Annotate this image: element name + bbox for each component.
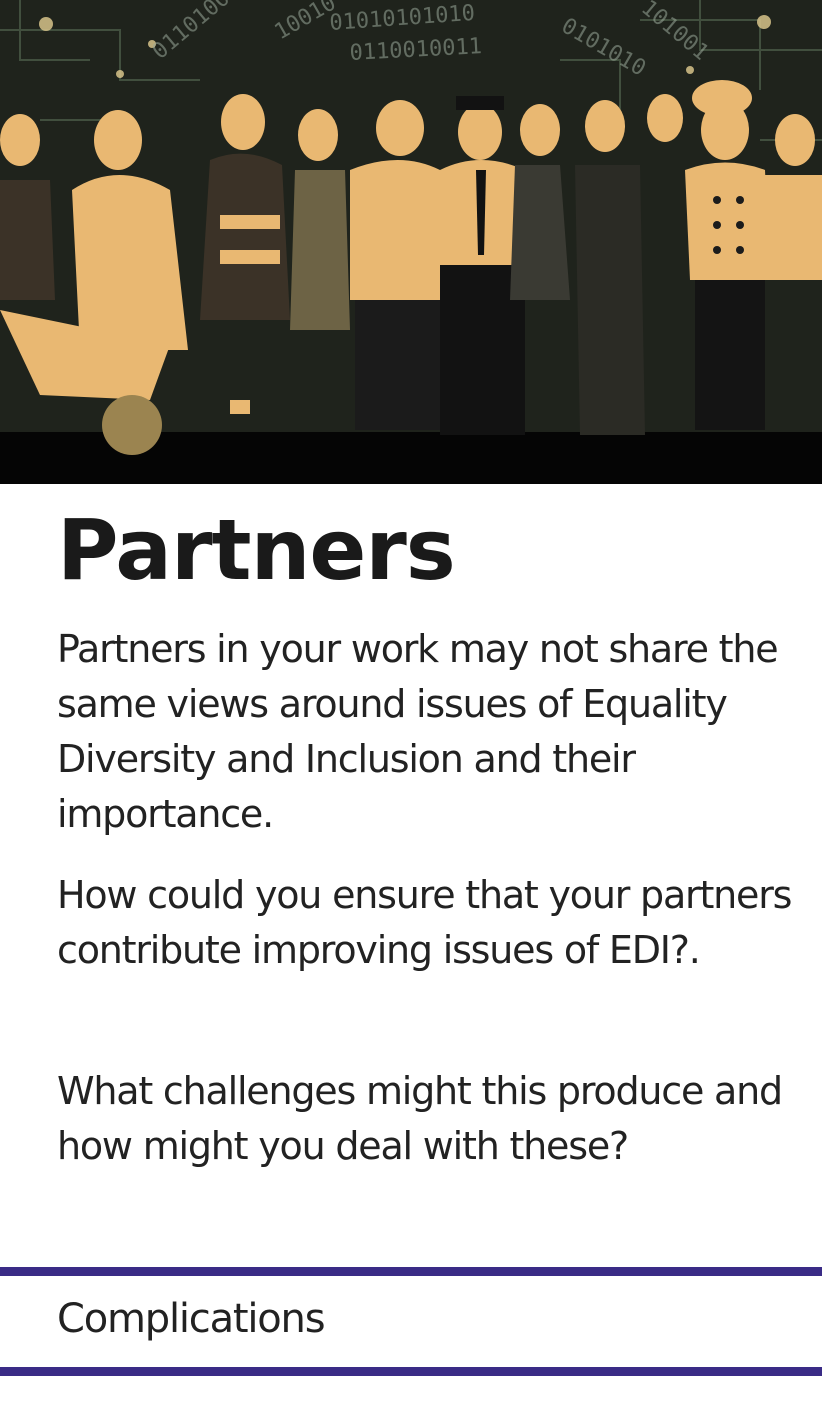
card-content: Partners Partners in your work may not s… (57, 500, 797, 1168)
paragraph-partners-views: Partners in your work may not share the … (57, 627, 779, 836)
header-illustration: 01010101010 0110010011 0101010 101001 01… (0, 0, 822, 484)
card-title: Partners (57, 501, 456, 599)
workers-crowd-illustration: 01010101010 0110010011 0101010 101001 01… (0, 0, 822, 484)
divider-bottom (0, 1367, 822, 1376)
divider-top (0, 1267, 822, 1276)
category-label: Complications (57, 1296, 326, 1342)
paragraph-challenges: What challenges might this produce and h… (57, 1069, 783, 1168)
paragraph-ensure-partners: How could you ensure that your partners … (57, 873, 792, 972)
